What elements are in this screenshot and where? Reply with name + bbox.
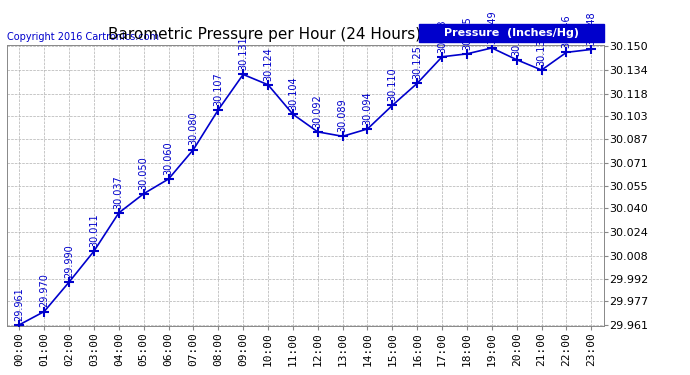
Text: 30.134: 30.134 (537, 32, 546, 66)
Text: 30.143: 30.143 (437, 19, 447, 53)
Text: 30.011: 30.011 (89, 213, 99, 247)
Text: 30.050: 30.050 (139, 156, 148, 189)
Text: 30.104: 30.104 (288, 76, 298, 110)
Text: 29.961: 29.961 (14, 287, 24, 321)
Text: 30.094: 30.094 (362, 91, 373, 125)
Text: 30.148: 30.148 (586, 12, 596, 45)
Text: 30.124: 30.124 (263, 47, 273, 81)
Text: 30.141: 30.141 (512, 22, 522, 56)
Text: Pressure  (Inches/Hg): Pressure (Inches/Hg) (444, 28, 579, 38)
Text: 30.110: 30.110 (387, 68, 397, 101)
Text: 30.092: 30.092 (313, 94, 323, 128)
FancyBboxPatch shape (419, 24, 604, 42)
Text: 30.146: 30.146 (562, 15, 571, 48)
Text: 29.990: 29.990 (64, 244, 74, 278)
Text: 30.125: 30.125 (412, 45, 422, 79)
Title: Barometric Pressure per Hour (24 Hours) 20160204: Barometric Pressure per Hour (24 Hours) … (108, 27, 503, 42)
Text: 30.149: 30.149 (487, 10, 497, 44)
Text: 30.145: 30.145 (462, 16, 472, 50)
Text: 30.060: 30.060 (164, 141, 174, 175)
Text: 30.037: 30.037 (114, 175, 124, 209)
Text: 30.131: 30.131 (238, 37, 248, 70)
Text: 30.080: 30.080 (188, 112, 199, 146)
Text: Copyright 2016 Cartronics.com: Copyright 2016 Cartronics.com (7, 32, 159, 42)
Text: 30.089: 30.089 (337, 99, 348, 132)
Text: 29.970: 29.970 (39, 273, 49, 308)
Text: 30.107: 30.107 (213, 72, 224, 106)
